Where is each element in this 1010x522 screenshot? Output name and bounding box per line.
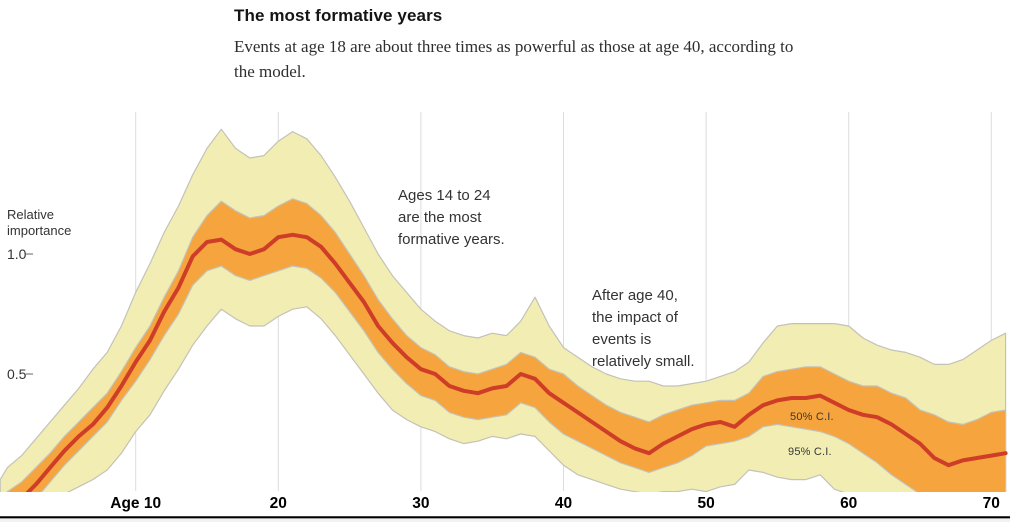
median-line (25, 232, 1008, 492)
chart-subtitle: Events at age 18 are about three times a… (234, 37, 794, 81)
bottom-edge-strip (0, 519, 1010, 522)
chart-title: The most formative years (234, 6, 443, 25)
label-95-percent-ci: 95% C.I. (788, 446, 832, 458)
x-tick-label-10: Age 10 (110, 495, 161, 512)
x-tick-label-30: 30 (412, 495, 429, 512)
y-tick-label-0.5: 0.5 (7, 366, 27, 382)
y-axis-title: Relative importance (7, 207, 72, 238)
x-tick-label-70: 70 (983, 495, 1000, 512)
x-tick-label-50: 50 (697, 495, 714, 512)
annotation-after-age-40: After age 40, the impact of events is re… (592, 287, 695, 370)
label-50-percent-ci: 50% C.I. (790, 411, 834, 423)
annotation-formative-years: Ages 14 to 24 are the most formative yea… (398, 187, 505, 248)
x-tick-label-20: 20 (270, 495, 287, 512)
ci50-band (6, 198, 1007, 492)
y-tick-label-1.0: 1.0 (7, 246, 27, 262)
x-tick-label-40: 40 (555, 495, 572, 512)
x-tick-label-60: 60 (840, 495, 857, 512)
